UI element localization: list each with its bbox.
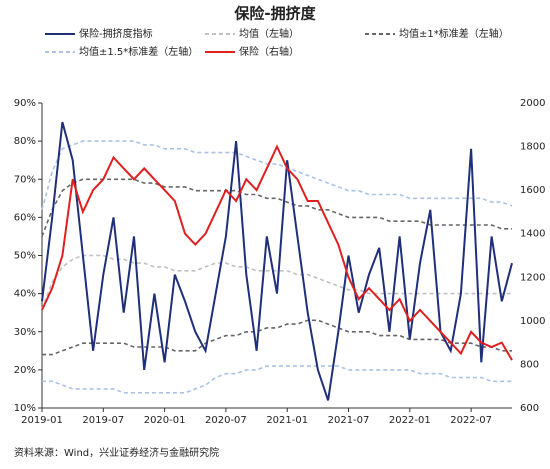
legend-label: 均值（左轴） — [239, 27, 299, 40]
x-tick-label: 2019-01 — [21, 415, 63, 426]
series-line — [42, 365, 512, 394]
legend-label: 均值±1*标准差（左轴） — [399, 27, 509, 40]
x-tick-label: 2020-07 — [205, 415, 247, 426]
y2-tick-label: 1200 — [520, 272, 545, 283]
series-line — [41, 140, 513, 211]
y-tick-label: 40% — [14, 289, 36, 300]
source-note: 资料来源：Wind，兴业证券经济与金融研究院 — [14, 446, 219, 459]
series-line — [42, 319, 512, 356]
series-line — [41, 254, 512, 310]
y2-tick-label: 600 — [520, 403, 539, 414]
y-tick-label: 30% — [14, 327, 36, 338]
y-tick-label: 90% — [14, 98, 36, 109]
legend-label: 保险-拥挤度指标 — [79, 27, 153, 40]
y2-tick-label: 1400 — [520, 229, 545, 240]
series-line — [41, 144, 513, 361]
y-tick-label: 80% — [14, 136, 36, 147]
y-tick-label: 20% — [14, 365, 36, 376]
x-tick-label: 2021-01 — [266, 415, 308, 426]
x-tick-label: 2022-07 — [450, 415, 492, 426]
y2-tick-label: 800 — [520, 359, 539, 370]
x-tick-label: 2022-01 — [389, 415, 431, 426]
y-tick-label: 50% — [14, 251, 36, 262]
legend-label: 均值±1.5*标准差（左轴） — [79, 45, 198, 58]
y-tick-label: 10% — [14, 403, 36, 414]
x-tick-label: 2020-01 — [144, 415, 186, 426]
x-tick-label: 2021-07 — [328, 415, 370, 426]
chart-title: 保险-拥挤度 — [233, 5, 316, 23]
series-line — [41, 121, 513, 401]
y-tick-label: 70% — [14, 174, 36, 185]
y-tick-label: 60% — [14, 212, 36, 223]
y2-tick-label: 1800 — [520, 142, 545, 153]
y2-tick-label: 2000 — [520, 98, 545, 109]
legend-label: 保险（右轴） — [239, 45, 299, 58]
x-tick-label: 2019-07 — [82, 415, 124, 426]
y2-tick-label: 1600 — [520, 185, 545, 196]
y2-tick-label: 1000 — [520, 316, 545, 327]
